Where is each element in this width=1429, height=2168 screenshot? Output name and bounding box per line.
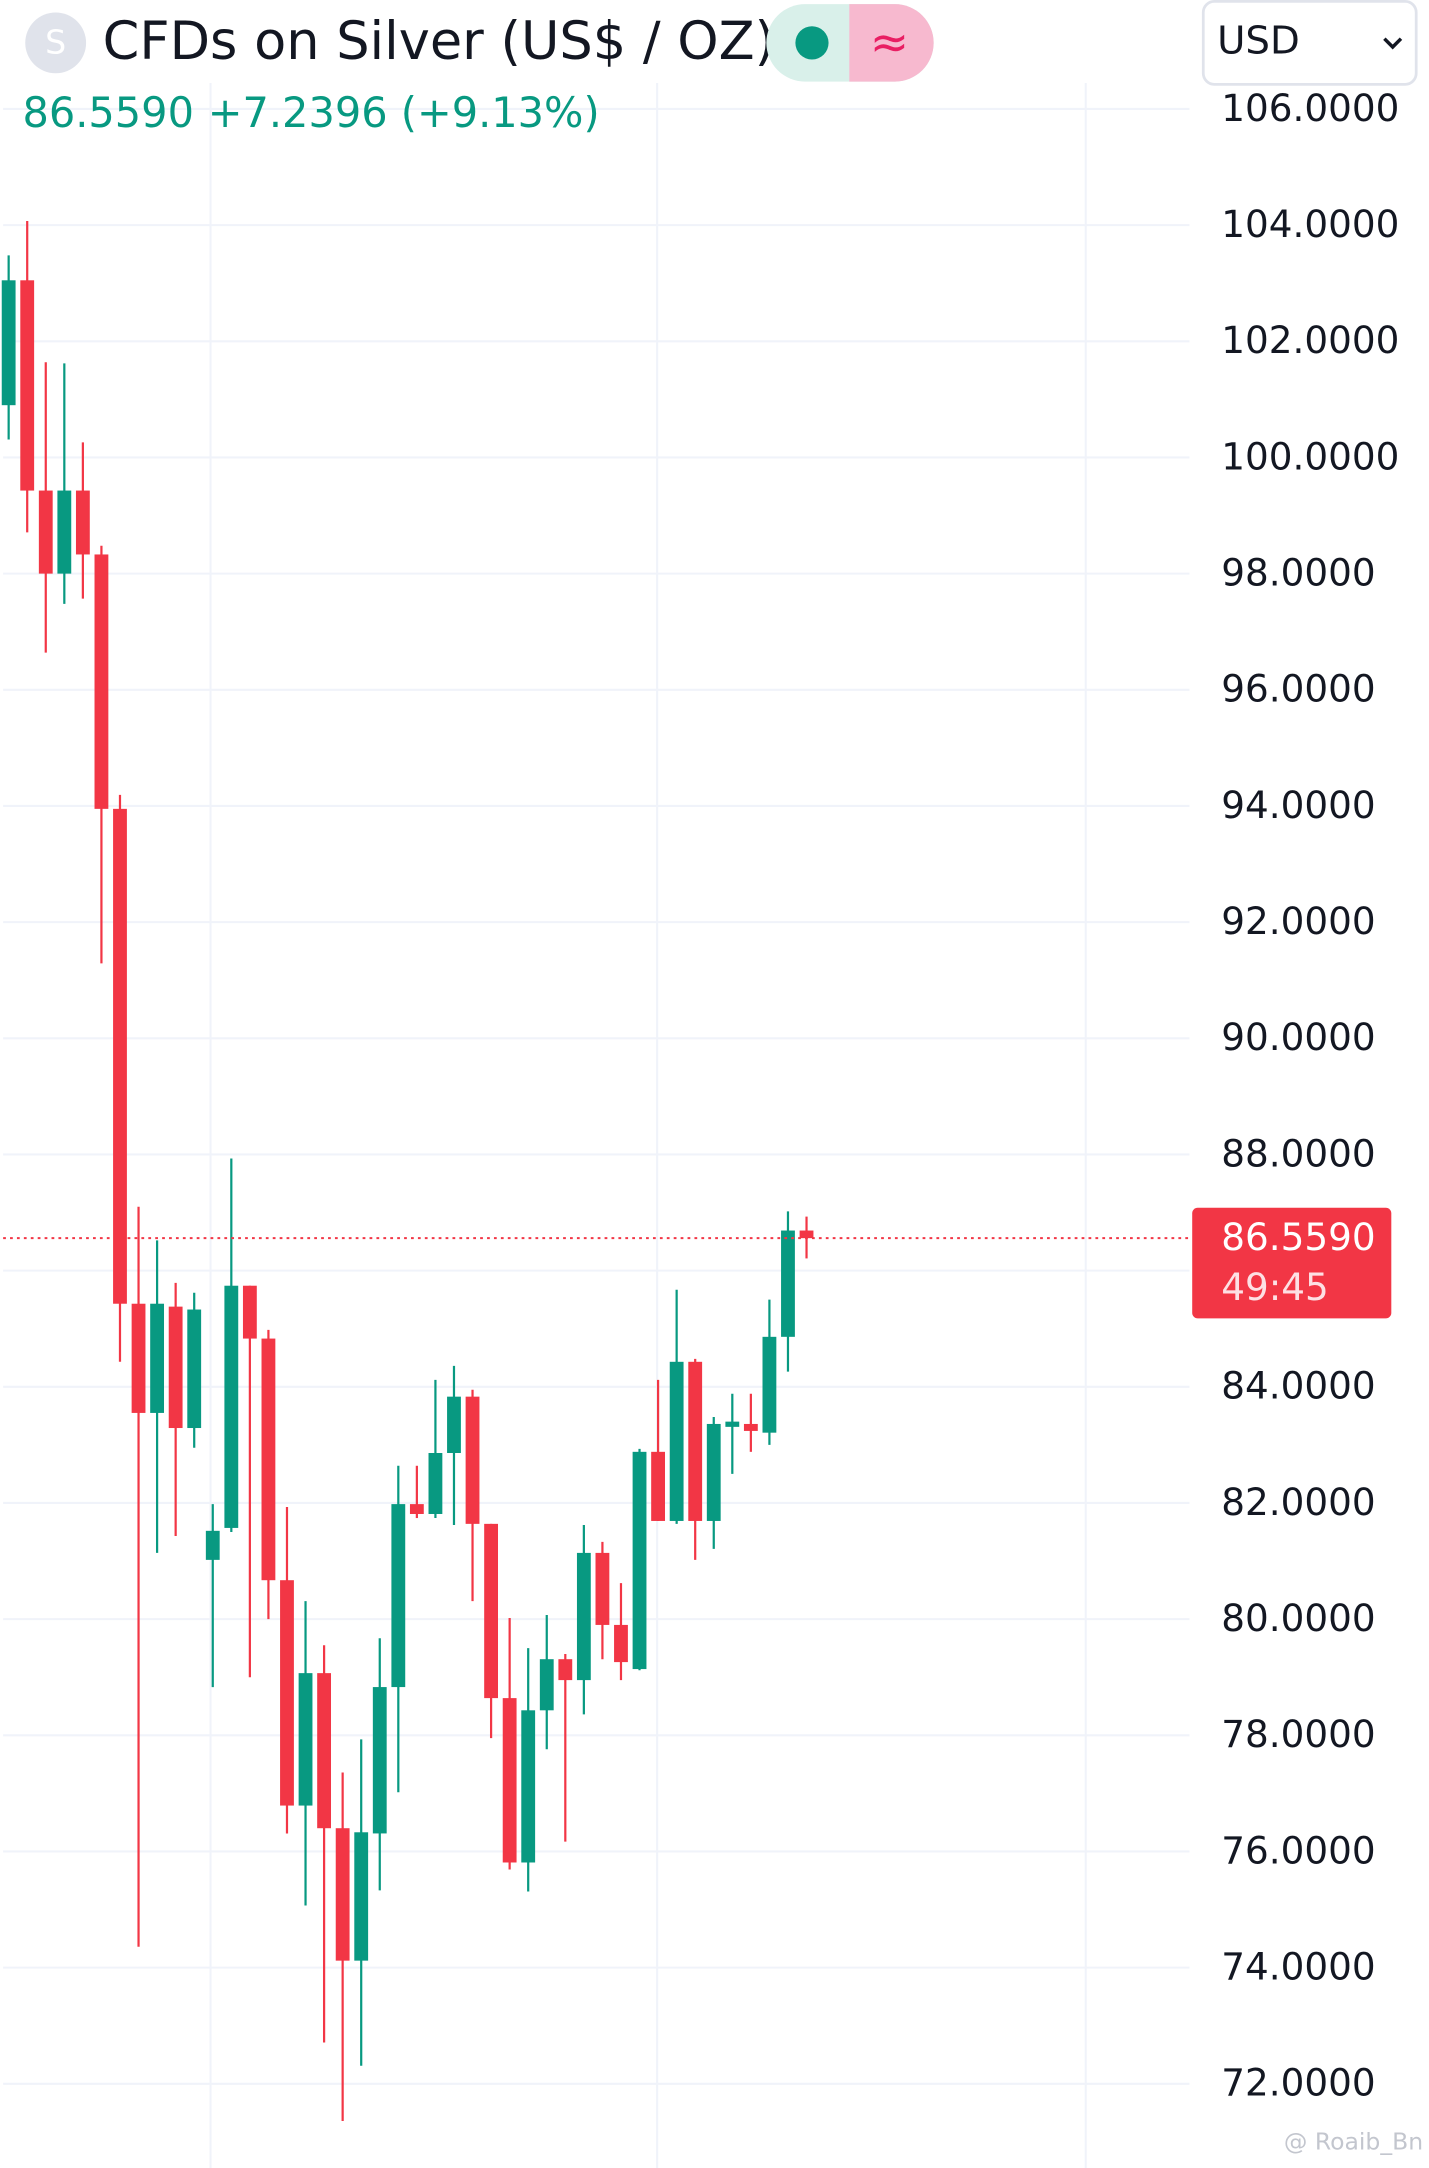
candle-body	[94, 554, 109, 809]
y-tick-label: 104.0000	[1221, 202, 1399, 246]
last-price: 86.5590	[22, 89, 193, 137]
candle-body	[428, 1452, 443, 1514]
candle-body	[725, 1421, 740, 1427]
price-tag-value: 86.5590	[1221, 1215, 1375, 1259]
candle-body	[298, 1673, 313, 1806]
y-tick-label: 102.0000	[1221, 318, 1399, 362]
y-tick-label: 82.0000	[1221, 1480, 1375, 1524]
candle-body	[280, 1580, 294, 1806]
candle-body	[317, 1673, 332, 1829]
currency-label: USD	[1217, 18, 1300, 63]
candle-body	[57, 490, 72, 574]
candle-body	[799, 1230, 814, 1239]
candle-body	[354, 1832, 369, 1961]
currency-select[interactable]	[1201, 0, 1418, 86]
candle-body	[576, 1552, 591, 1681]
y-tick-label: 98.0000	[1221, 551, 1375, 595]
candle-body	[242, 1285, 257, 1339]
y-tick-label: 78.0000	[1221, 1712, 1375, 1756]
candle-body	[651, 1451, 666, 1521]
candle-body	[335, 1828, 350, 1961]
candle-body	[113, 808, 127, 1304]
y-tick-label: 76.0000	[1221, 1828, 1375, 1872]
price-tag-countdown: 49:45	[1221, 1265, 1329, 1309]
candle-body	[391, 1504, 406, 1688]
candle-body	[762, 1336, 777, 1433]
y-tick-label: 72.0000	[1221, 2061, 1375, 2105]
candle-body	[447, 1396, 461, 1453]
y-tick-label: 92.0000	[1221, 899, 1375, 943]
candle-body	[484, 1523, 499, 1699]
candle-body	[614, 1624, 628, 1663]
y-tick-label: 88.0000	[1221, 1131, 1375, 1175]
candle-body	[168, 1306, 183, 1429]
candle-body	[187, 1309, 202, 1429]
y-tick-label: 74.0000	[1221, 1944, 1375, 1988]
plot	[1, 221, 1190, 2121]
y-tick-label: 100.0000	[1221, 434, 1399, 478]
y-tick-label: 84.0000	[1221, 1364, 1375, 1408]
candle-body	[669, 1361, 684, 1521]
candle-body	[558, 1659, 573, 1681]
candle-body	[502, 1698, 517, 1863]
y-axis: 72.0000 74.0000 76.0000 78.0000 80.0000 82.00…	[1192, 86, 1399, 2105]
dropdown-arrow	[1383, 37, 1403, 50]
candle-body	[372, 1687, 387, 1834]
candle-body	[688, 1361, 703, 1521]
candle-body	[632, 1451, 647, 1670]
candle-body	[521, 1710, 536, 1863]
symbol-badge	[25, 12, 87, 74]
candle-body	[1, 280, 16, 406]
price-change: +7.2396 (+9.13%)	[208, 89, 600, 137]
candle-body	[539, 1659, 554, 1711]
candle-body	[261, 1338, 276, 1581]
y-tick-label: 106.0000	[1221, 86, 1399, 130]
y-tick-label: 90.0000	[1221, 1015, 1375, 1059]
toggle-icon: ≈	[870, 15, 909, 70]
candle-body	[706, 1423, 721, 1521]
candle-body	[131, 1303, 146, 1413]
market-open-dot	[795, 26, 829, 60]
candle-body	[465, 1396, 480, 1524]
candle-body	[75, 490, 90, 555]
candle-body	[224, 1285, 239, 1528]
candle-body	[743, 1423, 758, 1431]
y-tick-label: 94.0000	[1221, 783, 1375, 827]
chart-title: CFDs on Silver (US$ / OZ)	[103, 11, 775, 72]
candle-body	[205, 1530, 220, 1560]
badge-letter: S	[45, 23, 66, 62]
candle-body	[595, 1552, 610, 1625]
y-tick-label: 80.0000	[1221, 1596, 1375, 1640]
candle-body	[38, 490, 53, 574]
grid	[3, 82, 1190, 2168]
candle-body	[150, 1303, 165, 1413]
candle-body	[20, 280, 35, 491]
candle-body	[781, 1230, 795, 1337]
candle-body	[409, 1504, 424, 1514]
watermark: @ Roaib_Bn	[1284, 2128, 1423, 2156]
price-tag	[1192, 1207, 1392, 1319]
y-tick-label: 96.0000	[1221, 667, 1375, 711]
toggle-right	[849, 4, 934, 82]
